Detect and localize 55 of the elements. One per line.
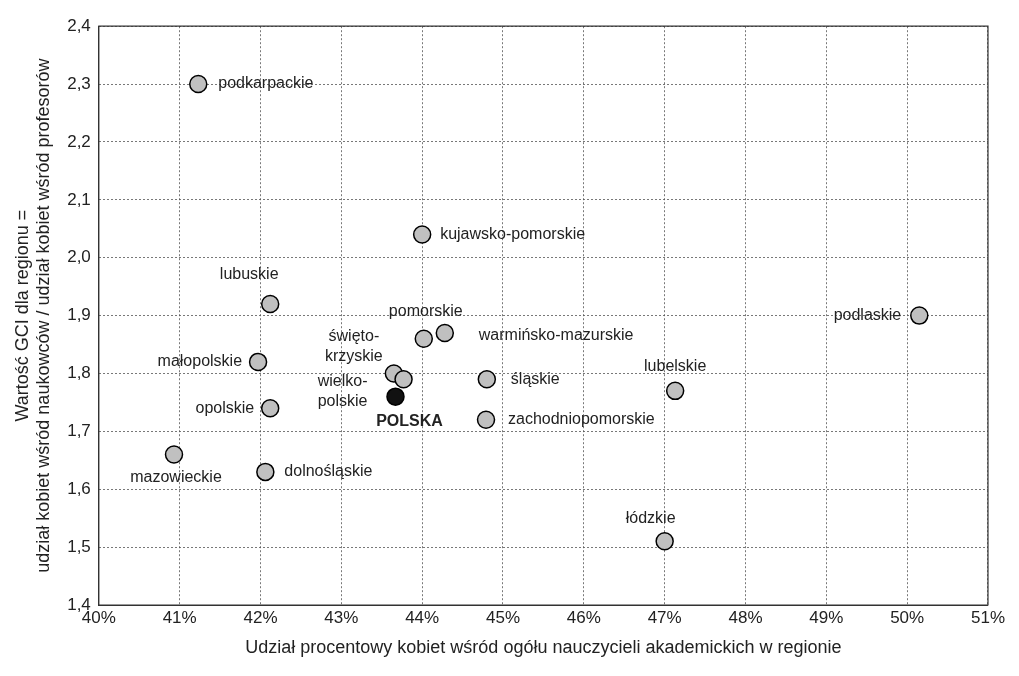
y-tick-label: 1,6 xyxy=(67,478,91,498)
annotation: kujawsko-pomorskie xyxy=(440,224,586,242)
y-tick-label: 2,1 xyxy=(67,189,91,209)
annotation: małopolskie xyxy=(157,352,243,370)
annotation: wielko- polskie xyxy=(316,371,368,409)
point xyxy=(412,225,432,244)
y-tick-label: 2,0 xyxy=(67,247,91,267)
point xyxy=(476,410,496,430)
point xyxy=(256,462,275,482)
annotation: warmińsko-mazurskie xyxy=(477,326,634,344)
x-tick-label: 46% xyxy=(566,607,601,627)
y-tick-label: 1,9 xyxy=(67,305,91,325)
point xyxy=(386,387,405,406)
x-axis-title: Udział procentowy kobiet wśród ogółu nauczycieli akademickich w regionie xyxy=(245,637,842,658)
x-tick-label: 51% xyxy=(970,607,1005,627)
point xyxy=(435,323,455,343)
point xyxy=(910,306,929,325)
y-tick-label: 1,5 xyxy=(67,536,91,556)
point xyxy=(189,74,208,94)
x-tick-label: 43% xyxy=(324,607,359,627)
annotation: opolskie xyxy=(195,398,255,416)
annotation: pomorskie xyxy=(388,302,463,320)
point xyxy=(164,445,184,464)
x-tick-label: 47% xyxy=(647,607,682,627)
x-tick-label: 48% xyxy=(728,607,763,627)
annotation: podlaskie xyxy=(833,306,902,324)
point xyxy=(655,532,674,551)
y-tick-label: 2,2 xyxy=(67,131,91,151)
annotation: podkarpackie xyxy=(218,74,314,92)
y-tick-label: 1,7 xyxy=(67,421,91,441)
point xyxy=(260,294,280,314)
y-tick-label: 2,3 xyxy=(67,73,91,93)
point xyxy=(665,381,685,401)
annotation: lubuskie xyxy=(219,265,279,283)
point xyxy=(477,370,497,389)
annotation: mazowieckie xyxy=(130,467,222,485)
annotation: dolnośląskie xyxy=(284,462,373,480)
annotation: łódzkie xyxy=(625,508,676,526)
point xyxy=(394,370,413,389)
x-tick-label: 49% xyxy=(809,607,844,627)
point xyxy=(248,352,268,372)
y-axis-title: Wartość GCI dla regionu = udział kobiet wśród naukowców / udział kobiet wśród profesorów xyxy=(11,57,54,573)
x-tick-label: 42% xyxy=(243,607,278,627)
annotation: śląskie xyxy=(510,369,560,387)
point xyxy=(414,329,434,348)
x-tick-label: 45% xyxy=(485,607,521,627)
annotation: lubelskie xyxy=(644,357,707,375)
x-tick-label: 44% xyxy=(405,607,440,627)
annotation: POLSKA xyxy=(376,412,444,430)
annotation: zachodniopomorskie xyxy=(508,410,655,428)
point xyxy=(260,398,280,418)
x-tick-label: 41% xyxy=(162,607,197,627)
x-tick-label: 50% xyxy=(890,607,925,627)
y-tick-label: 2,4 xyxy=(67,15,91,35)
y-tick-label: 1,8 xyxy=(67,363,91,383)
